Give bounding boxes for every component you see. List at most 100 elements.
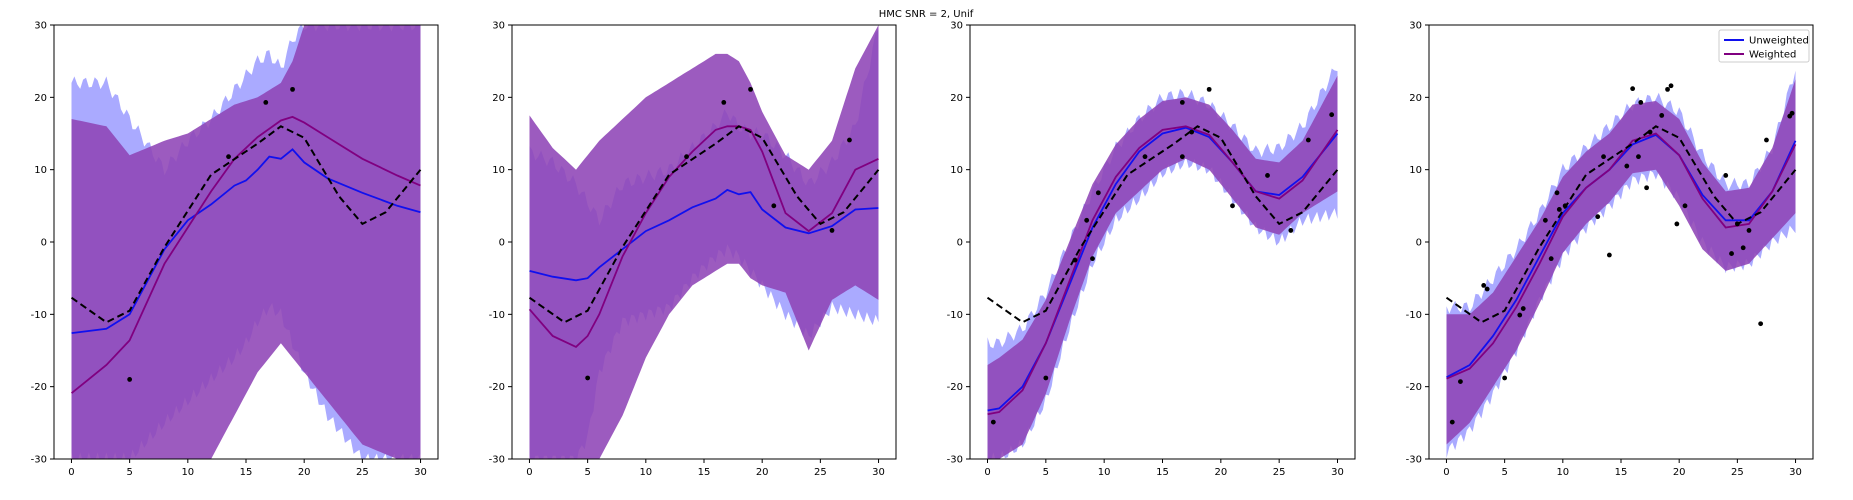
observation-point bbox=[1789, 110, 1795, 116]
panel-3: 0 5 10 15 20 25 30 -30 -20 -10 0 10 20 30 bbox=[947, 21, 1356, 478]
observation-point bbox=[1595, 214, 1601, 220]
y-tick-label: 10 bbox=[34, 165, 47, 176]
plot-area bbox=[986, 68, 1339, 459]
y-tick-label: -10 bbox=[31, 310, 47, 321]
y-tick-label: 0 bbox=[957, 238, 963, 249]
observation-point bbox=[1682, 203, 1688, 209]
observation-point bbox=[1481, 283, 1487, 288]
observation-point bbox=[847, 137, 852, 143]
y-tick-label: 20 bbox=[1409, 93, 1422, 104]
panel-1: 0 5 10 15 20 25 30 -30 -20 -10 0 10 20 30 bbox=[31, 21, 439, 478]
weighted-band bbox=[529, 25, 879, 459]
y-tick-label: 20 bbox=[492, 93, 505, 104]
y-tick-label: -20 bbox=[1406, 382, 1422, 393]
x-tick-label: 10 bbox=[181, 467, 194, 478]
observation-point bbox=[1644, 185, 1649, 191]
weighted-mean-line bbox=[70, 115, 421, 394]
plot-area bbox=[528, 25, 880, 459]
observation-point bbox=[1554, 190, 1560, 196]
observation-point bbox=[1305, 137, 1311, 143]
x-tick-label: 5 bbox=[1043, 467, 1049, 478]
plot-area bbox=[1445, 70, 1797, 459]
legend-label-weighted: Weighted bbox=[1749, 50, 1796, 61]
observation-point bbox=[1647, 129, 1653, 135]
observation-point bbox=[127, 377, 133, 382]
y-tick-label: -30 bbox=[947, 455, 963, 466]
y-tick-label: 30 bbox=[950, 21, 963, 32]
observation-point bbox=[1484, 286, 1490, 292]
observation-point bbox=[290, 86, 295, 92]
y-tick-label: -10 bbox=[947, 310, 963, 321]
observation-point bbox=[1206, 86, 1212, 92]
y-tick-label: -20 bbox=[31, 382, 47, 393]
observation-point bbox=[1636, 154, 1641, 160]
observation-point bbox=[263, 99, 269, 105]
y-tick-label: 30 bbox=[34, 21, 47, 32]
observation-point bbox=[1189, 129, 1195, 135]
observation-point bbox=[1638, 99, 1644, 105]
y-tick-label: -20 bbox=[947, 382, 963, 393]
x-tick-label: 10 bbox=[1556, 467, 1569, 478]
observation-point bbox=[1517, 312, 1523, 318]
weighted-mean-line bbox=[528, 125, 879, 348]
x-tick-label: 0 bbox=[68, 467, 74, 478]
x-tick-label: 10 bbox=[639, 467, 652, 478]
weighted-band bbox=[1446, 79, 1796, 445]
observation-point bbox=[1665, 86, 1670, 92]
x-tick-label: 30 bbox=[1789, 467, 1802, 478]
true-function-line bbox=[528, 125, 880, 324]
x-tick-label: 5 bbox=[126, 467, 132, 478]
panel-2: 0 5 10 15 20 25 30 -30 -20 -10 0 10 20 30 bbox=[489, 21, 897, 478]
y-tick-label: 10 bbox=[492, 165, 505, 176]
x-tick-label: 25 bbox=[814, 467, 827, 478]
y-tick-label: 30 bbox=[492, 21, 505, 32]
observation-point bbox=[1556, 207, 1562, 212]
y-tick-label: 0 bbox=[41, 238, 47, 249]
observation-point bbox=[1142, 154, 1148, 160]
x-tick-label: 30 bbox=[872, 467, 885, 478]
observation-point bbox=[1288, 228, 1294, 233]
y-tick-label: 10 bbox=[950, 165, 963, 176]
legend-label-unweighted: Unweighted bbox=[1749, 36, 1809, 47]
y-tick-label: 0 bbox=[499, 238, 505, 249]
true-function-line bbox=[70, 125, 422, 324]
x-tick-label: 15 bbox=[1615, 467, 1628, 478]
observation-point bbox=[829, 228, 835, 233]
x-tick-label: 25 bbox=[1273, 467, 1286, 478]
panel-4: 0 5 10 15 20 25 30 -30 -20 -10 0 10 20 30 bbox=[1406, 21, 1814, 478]
observation-point bbox=[1458, 379, 1463, 385]
observation-point bbox=[1090, 256, 1095, 262]
observation-point bbox=[1095, 190, 1101, 196]
x-tick-label: 0 bbox=[1443, 467, 1449, 478]
observation-point bbox=[1072, 257, 1078, 263]
observation-point bbox=[1674, 221, 1680, 227]
observation-point bbox=[1630, 86, 1636, 92]
x-tick-label: 15 bbox=[1156, 467, 1169, 478]
observation-point bbox=[1758, 321, 1764, 327]
x-tick-label: 5 bbox=[584, 467, 590, 478]
observation-point bbox=[1449, 419, 1455, 425]
y-tick-label: -30 bbox=[1406, 455, 1422, 466]
observation-point bbox=[226, 154, 231, 160]
observation-point bbox=[1230, 203, 1235, 209]
observation-point bbox=[1734, 221, 1740, 227]
y-tick-label: -30 bbox=[31, 455, 47, 466]
true-function-line bbox=[986, 125, 1339, 324]
x-tick-label: 20 bbox=[756, 467, 769, 478]
y-tick-label: 20 bbox=[950, 93, 963, 104]
observation-point bbox=[721, 99, 727, 105]
observation-point bbox=[1624, 163, 1630, 169]
y-tick-label: 30 bbox=[1409, 21, 1422, 32]
y-tick-label: 20 bbox=[34, 93, 47, 104]
x-tick-label: 15 bbox=[698, 467, 711, 478]
y-tick-label: -10 bbox=[489, 310, 505, 321]
observation-point bbox=[1265, 173, 1270, 178]
observation-point bbox=[1562, 203, 1568, 209]
true-function-line bbox=[1445, 125, 1797, 324]
weighted-mean-line bbox=[987, 125, 1339, 416]
weighted-band bbox=[71, 25, 421, 459]
unweighted-mean-line bbox=[71, 148, 421, 334]
y-tick-label: 0 bbox=[1416, 238, 1422, 249]
observation-point bbox=[1542, 217, 1548, 223]
